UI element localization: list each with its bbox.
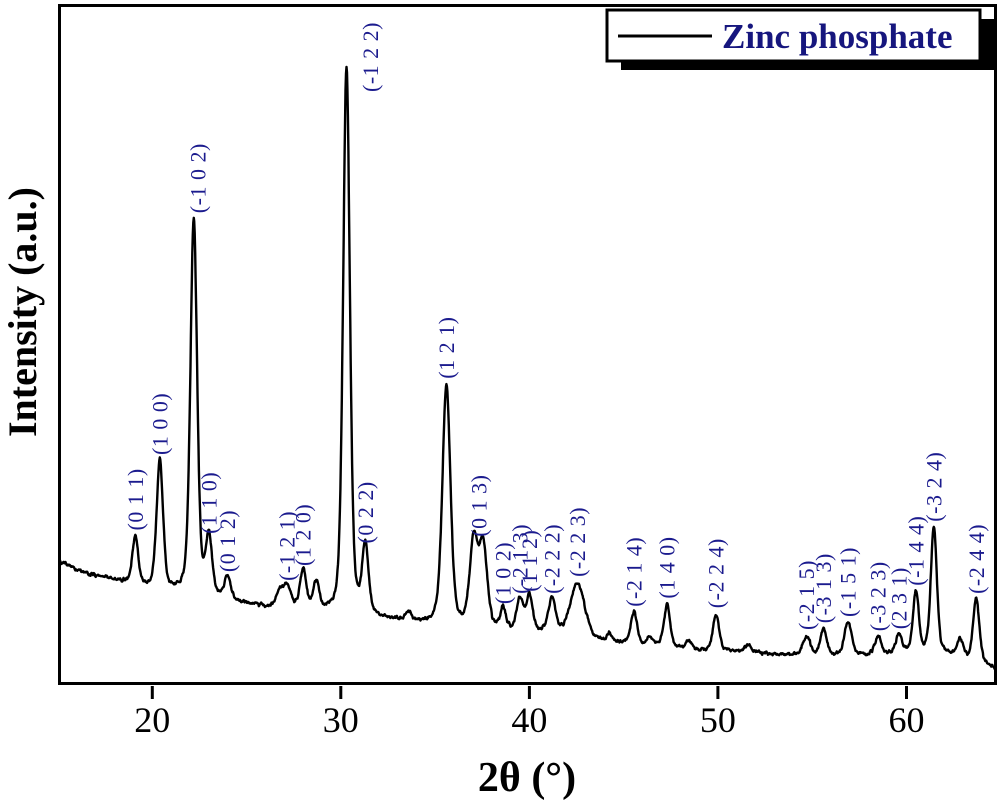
peak-label-121: (1 2 1) (434, 317, 459, 379)
x-tick-label: 40 (511, 700, 547, 740)
peak-label--151: (-1 5 1) (836, 547, 861, 617)
peak-label--144: (-1 4 4) (903, 516, 928, 586)
peak-label-011: (0 1 1) (123, 468, 148, 530)
peak-label-112: (1 1 2) (517, 530, 542, 592)
x-axis-tick-labels: 20 30 40 50 60 (134, 700, 924, 740)
xrd-trace (59, 65, 996, 671)
peak-label-140: (1 4 0) (655, 536, 680, 598)
peak-label-120: (1 2 0) (291, 504, 316, 566)
peak-label--214: (-2 1 4) (622, 537, 647, 607)
xrd-trace-path (59, 65, 996, 671)
peak-label-022: (0 2 2) (353, 481, 378, 543)
peak-label--223: (-2 2 3) (565, 507, 590, 577)
x-axis-ticks (150, 686, 908, 699)
peak-label--324: (-3 2 4) (921, 452, 946, 522)
plot-border (58, 4, 997, 685)
peak-label--244: (-2 4 4) (964, 524, 989, 594)
y-axis-title: Intensity (a.u.) (0, 187, 45, 437)
peak-label-012: (0 1 2) (215, 510, 240, 572)
peak-label-110: (1 1 0) (196, 472, 221, 534)
x-tick-label: 20 (134, 700, 170, 740)
peak-label--224: (-2 2 4) (704, 538, 729, 608)
peak-label--323: (-3 2 3) (866, 561, 891, 631)
x-tick-label: 60 (889, 700, 925, 740)
peak-labels: (0 1 1) (1 0 0) (-1 0 2) (1 1 0)(0 1 2) (-1 … (123, 22, 989, 631)
peak-label--222: (-2 2 2) (540, 524, 565, 594)
peak-label--102: (-1 0 2) (185, 143, 210, 213)
peak-label--215: (-2 1 5) (794, 560, 819, 630)
peak-label-100: (1 0 0) (147, 393, 172, 455)
peak-label-013: (0 1 3) (466, 475, 491, 537)
peak-label-102: (1 0 2) (491, 542, 516, 604)
peak-label--213: (-2 1 3) (508, 524, 533, 594)
legend-label: Zinc phosphate (722, 17, 953, 56)
x-axis-title: 2θ (°) (478, 755, 576, 801)
peak-label-231: (2 3 1) (887, 567, 912, 629)
x-tick-label: 50 (700, 700, 736, 740)
x-tick-label: 30 (323, 700, 359, 740)
legend: Zinc phosphate (605, 8, 994, 70)
peak-label--121: (-1 2 1) (275, 511, 300, 581)
peak-label--313: (-3 1 3) (811, 553, 836, 623)
peak-label--122: (-1 2 2) (358, 22, 383, 92)
